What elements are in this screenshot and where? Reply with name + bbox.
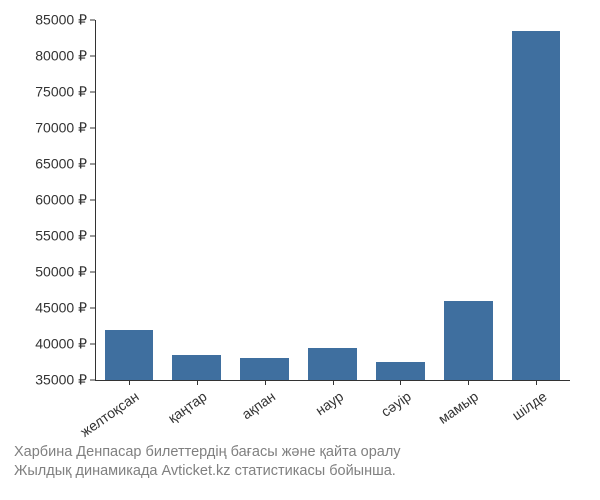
plot-area [95, 20, 570, 380]
y-axis: 35000 ₽40000 ₽45000 ₽50000 ₽55000 ₽60000… [0, 20, 95, 380]
y-tick-label: 45000 ₽ [35, 300, 87, 317]
x-tick-label: ақпан [238, 388, 277, 422]
bar [105, 330, 154, 380]
y-tick-label: 40000 ₽ [35, 336, 87, 353]
x-tick-mark [536, 380, 537, 385]
bar [512, 31, 561, 380]
y-tick-label: 50000 ₽ [35, 264, 87, 281]
chart-container: 35000 ₽ 40000 ₽ 45000 ₽ 50000 ₽ 55000 ₽ 60000… [0, 0, 600, 500]
caption-line-2: Жылдық динамикада Avticket.kz статистика… [14, 462, 401, 482]
x-tick-mark [333, 380, 334, 385]
bars-group [95, 20, 570, 380]
bar [308, 348, 357, 380]
bar [376, 362, 425, 380]
bar [172, 355, 221, 380]
x-tick-mark [468, 380, 469, 385]
y-tick-label: 60000 ₽ [35, 192, 87, 209]
x-tick-mark [129, 380, 130, 385]
x-tick-label: наур [312, 388, 346, 418]
bar [240, 358, 289, 380]
x-tick-mark [197, 380, 198, 385]
y-tick-label: 80000 ₽ [35, 48, 87, 65]
y-tick-label: 85000 ₽ [35, 12, 87, 29]
x-tick-label: шілде [509, 388, 550, 423]
caption: Харбина Денпасар билеттердің бағасы және… [14, 443, 401, 482]
x-tick-label: қаңтар [165, 388, 210, 426]
y-tick-label: 70000 ₽ [35, 120, 87, 137]
y-tick-label: 75000 ₽ [35, 84, 87, 101]
y-tick-label: 35000 ₽ [35, 372, 87, 389]
x-tick-mark [400, 380, 401, 385]
bar [444, 301, 493, 380]
caption-line-1: Харбина Денпасар билеттердің бағасы және… [14, 443, 401, 463]
x-tick-label: мамыр [435, 388, 481, 427]
x-axis: желтоқсанқаңтарақпаннаурсәуірмамыршілде [95, 380, 570, 450]
y-tick-label: 65000 ₽ [35, 156, 87, 173]
x-tick-label: сәуір [378, 388, 414, 420]
y-tick-label: 55000 ₽ [35, 228, 87, 245]
x-tick-label: желтоқсан [78, 388, 143, 440]
x-tick-mark [265, 380, 266, 385]
